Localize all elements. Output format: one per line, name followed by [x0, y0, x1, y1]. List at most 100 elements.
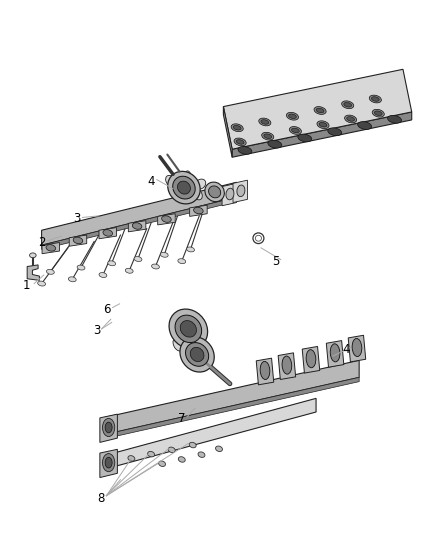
Ellipse shape — [314, 107, 326, 115]
Polygon shape — [99, 228, 117, 239]
Ellipse shape — [168, 171, 200, 204]
Ellipse shape — [190, 348, 204, 361]
Ellipse shape — [46, 245, 56, 251]
Polygon shape — [326, 341, 344, 367]
Polygon shape — [105, 398, 316, 469]
Polygon shape — [278, 353, 296, 379]
Ellipse shape — [371, 97, 379, 101]
Ellipse shape — [372, 109, 384, 117]
Ellipse shape — [175, 315, 201, 343]
Ellipse shape — [198, 347, 210, 358]
Ellipse shape — [102, 418, 115, 437]
Ellipse shape — [46, 269, 54, 274]
Ellipse shape — [317, 121, 329, 128]
Ellipse shape — [330, 344, 340, 362]
Text: 8: 8 — [97, 492, 104, 505]
Ellipse shape — [186, 343, 208, 366]
Ellipse shape — [345, 115, 357, 123]
Ellipse shape — [236, 140, 244, 144]
Ellipse shape — [148, 451, 155, 457]
Text: 2: 2 — [38, 236, 46, 249]
Ellipse shape — [162, 216, 171, 222]
Polygon shape — [158, 214, 175, 225]
Ellipse shape — [231, 124, 243, 132]
Ellipse shape — [286, 112, 299, 120]
Ellipse shape — [178, 259, 186, 264]
Ellipse shape — [344, 102, 352, 107]
Polygon shape — [105, 360, 359, 434]
Ellipse shape — [234, 138, 246, 146]
Ellipse shape — [183, 171, 191, 184]
Ellipse shape — [132, 223, 142, 229]
Text: 1: 1 — [22, 279, 30, 292]
Polygon shape — [190, 205, 207, 216]
Ellipse shape — [208, 186, 221, 198]
Ellipse shape — [103, 230, 113, 236]
Ellipse shape — [134, 256, 142, 262]
Polygon shape — [42, 197, 237, 249]
Ellipse shape — [195, 179, 206, 189]
Ellipse shape — [238, 147, 252, 154]
Text: 7: 7 — [178, 412, 186, 425]
Ellipse shape — [152, 264, 159, 269]
Ellipse shape — [166, 175, 176, 187]
Ellipse shape — [264, 134, 272, 139]
Ellipse shape — [73, 237, 83, 244]
Ellipse shape — [298, 134, 312, 142]
Ellipse shape — [261, 120, 269, 124]
Ellipse shape — [192, 189, 202, 200]
Ellipse shape — [260, 361, 270, 379]
Text: 3: 3 — [73, 212, 80, 225]
Polygon shape — [100, 414, 117, 442]
Ellipse shape — [180, 337, 214, 372]
Polygon shape — [223, 107, 232, 157]
Ellipse shape — [189, 442, 196, 448]
Ellipse shape — [198, 452, 205, 457]
Ellipse shape — [180, 320, 197, 337]
Text: 4: 4 — [342, 343, 350, 356]
Polygon shape — [256, 358, 274, 385]
Ellipse shape — [388, 116, 402, 123]
Ellipse shape — [173, 338, 184, 351]
Ellipse shape — [233, 125, 241, 130]
Ellipse shape — [261, 132, 274, 140]
Ellipse shape — [374, 111, 382, 116]
Ellipse shape — [255, 235, 261, 241]
Ellipse shape — [173, 176, 195, 199]
Ellipse shape — [193, 358, 204, 371]
Ellipse shape — [194, 207, 203, 214]
Ellipse shape — [215, 446, 223, 451]
Ellipse shape — [352, 338, 362, 357]
Ellipse shape — [68, 277, 76, 282]
Polygon shape — [42, 182, 237, 245]
Ellipse shape — [189, 335, 198, 349]
Ellipse shape — [159, 461, 166, 466]
Ellipse shape — [259, 118, 271, 126]
Ellipse shape — [328, 128, 342, 135]
Polygon shape — [222, 183, 237, 206]
Ellipse shape — [108, 261, 116, 266]
Polygon shape — [100, 449, 117, 478]
Ellipse shape — [105, 422, 112, 433]
Ellipse shape — [226, 188, 234, 200]
Polygon shape — [232, 112, 412, 157]
Text: 3: 3 — [93, 324, 100, 337]
Polygon shape — [105, 377, 359, 439]
Ellipse shape — [369, 95, 381, 103]
Ellipse shape — [128, 456, 135, 461]
Ellipse shape — [237, 185, 245, 197]
Ellipse shape — [316, 108, 324, 113]
Ellipse shape — [105, 457, 112, 468]
Ellipse shape — [169, 309, 208, 349]
Ellipse shape — [102, 454, 115, 472]
Ellipse shape — [319, 123, 327, 127]
Ellipse shape — [30, 253, 36, 258]
Ellipse shape — [347, 117, 354, 121]
Ellipse shape — [177, 181, 191, 194]
Text: 5: 5 — [272, 255, 279, 268]
Polygon shape — [348, 335, 366, 362]
Ellipse shape — [99, 272, 107, 278]
Polygon shape — [233, 180, 247, 203]
Polygon shape — [223, 69, 412, 149]
Ellipse shape — [253, 233, 264, 244]
